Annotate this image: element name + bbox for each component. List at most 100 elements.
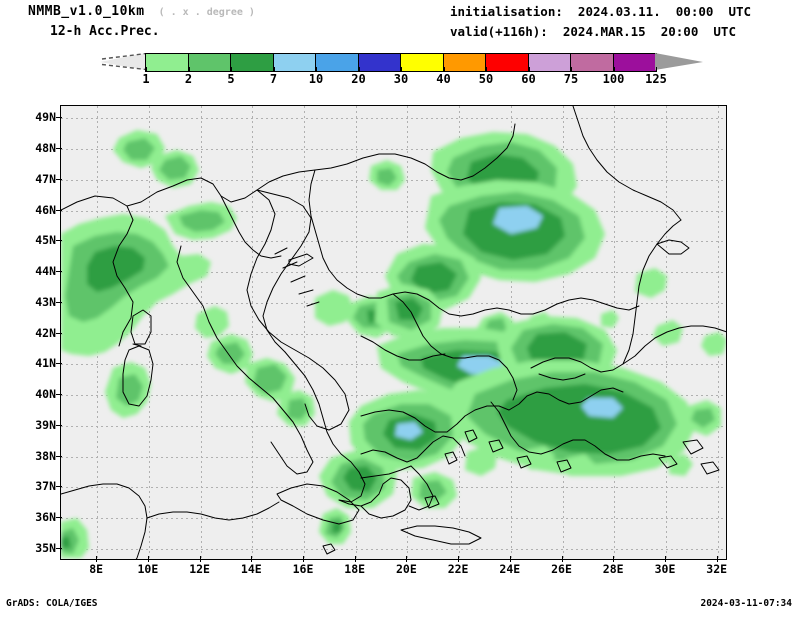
header-right-block: initialisation: 2024.03.11. 00:00 UTC va…: [450, 4, 751, 39]
gridline-lon-10: [148, 106, 150, 559]
colorbar-cell-1: [188, 54, 231, 71]
lon-tick-8E: [96, 556, 98, 562]
lat-tick-43N: [56, 301, 62, 303]
colorbar-tick-60: 60: [521, 72, 536, 86]
colorbar-cell-8: [486, 54, 529, 71]
colorbar-cell-10: [571, 54, 614, 71]
colorbar-tick-2: 2: [184, 72, 193, 86]
lon-label-30E: 30E: [654, 562, 676, 576]
lat-tick-35N: [56, 547, 62, 549]
lat-label-46N: 46N: [35, 202, 56, 217]
initialisation-time: initialisation: 2024.03.11. 00:00 UTC: [450, 4, 752, 19]
lon-label-32E: 32E: [706, 562, 728, 576]
render-timestamp: 2024-03-11-07:34: [700, 598, 792, 609]
lat-tick-36N: [56, 517, 62, 518]
lat-tick-42N: [56, 332, 62, 334]
colorbar-tickmark-10: [316, 67, 317, 71]
map-header: NMMB_v1.0_10km ( . x . degree ) 12-h Acc…: [0, 0, 800, 46]
lon-label-24E: 24E: [499, 562, 521, 576]
colorbar-tick-labels: 1 2 5 7 10 20 30 40 50 60 75 100 125: [0, 67, 800, 86]
lat-label-49N: 49N: [35, 110, 56, 125]
colorbar-tick-100: 100: [602, 72, 625, 86]
latitude-axis: 49N 48N 47N 46N 45N 44N 43N 42N 41N 40N 39N 38N 37N 3…: [0, 105, 62, 560]
colorbar-tickmark-60: [528, 67, 530, 71]
gridline-lat-48: [61, 149, 726, 150]
lat-label-42N: 42N: [35, 325, 56, 340]
model-units-note: ( . x . degree ): [158, 7, 255, 18]
precipitation-map[interactable]: [60, 105, 727, 560]
field-title: 12-h Acc.Prec.: [50, 24, 160, 39]
colorbar-above-max-tail: [655, 53, 703, 70]
model-title: NMMB_v1.0_10km: [28, 4, 145, 19]
lat-tick-49N: [56, 117, 62, 119]
lon-tick-28E: [613, 556, 615, 562]
lon-label-10E: 10E: [137, 562, 159, 576]
lat-tick-48N: [56, 148, 62, 149]
colorbar-cell-6: [401, 54, 444, 71]
lon-tick-18E: [354, 556, 356, 562]
colorbar-tickmark-7: [273, 67, 275, 71]
lon-tick-32E: [716, 556, 718, 562]
lat-label-47N: 47N: [35, 171, 56, 186]
colorbar-tick-20: 20: [351, 72, 366, 86]
colorbar-cell-3: [273, 54, 316, 71]
gridline-lat-35: [61, 548, 726, 550]
gridline-lat-46: [61, 210, 726, 212]
map-footer: GrADS: COLA/IGES 2024-03-11-07:34: [0, 596, 800, 618]
lon-label-22E: 22E: [447, 562, 469, 576]
lat-tick-47N: [56, 178, 62, 180]
gridline-lon-18: [355, 106, 357, 559]
colorbar-tickmark-50: [486, 67, 487, 71]
lat-tick-40N: [56, 394, 62, 395]
colorbar-swatches: [145, 53, 657, 72]
lon-tick-20E: [406, 556, 408, 562]
lon-label-28E: 28E: [602, 562, 624, 576]
longitude-axis: 8E 10E 12E 14E 16E 18E 20E 22E 24E 26E 28E 30E 32E: [60, 556, 728, 580]
lat-label-36N: 36N: [35, 510, 56, 524]
lat-label-44N: 44N: [35, 264, 56, 278]
lat-label-40N: 40N: [35, 387, 56, 401]
colorbar-tickmark-125: [656, 67, 657, 71]
colorbar-tickmark-1: [146, 67, 147, 71]
lon-label-18E: 18E: [344, 562, 366, 576]
colorbar-tickmark-30: [401, 67, 402, 71]
gridline-lat-45: [61, 241, 726, 243]
lat-label-38N: 38N: [35, 448, 56, 463]
colorbar-cell-7: [443, 54, 486, 71]
colorbar-tick-30: 30: [393, 72, 409, 86]
colorbar-cell-9: [528, 54, 571, 71]
lat-label-39N: 39N: [35, 417, 56, 432]
gridline-lat-49: [61, 118, 726, 120]
lat-label-35N: 35N: [35, 540, 56, 555]
gridline-lon-14: [252, 106, 254, 559]
colorbar-cell-2: [231, 54, 274, 71]
colorbar-tickmark-2: [188, 67, 190, 71]
colorbar-tickmark-40: [443, 67, 445, 71]
lat-tick-39N: [56, 424, 62, 426]
lat-tick-44N: [56, 271, 62, 272]
lon-tick-14E: [251, 556, 253, 562]
gridline-lon-16: [304, 106, 305, 559]
lon-tick-22E: [458, 556, 460, 562]
colorbar-tick-7: 7: [269, 72, 278, 86]
gridline-lat-36: [61, 518, 726, 519]
colorbar-cell-0: [146, 54, 189, 71]
lon-tick-26E: [561, 556, 563, 562]
grads-credit: GrADS: COLA/IGES: [6, 598, 98, 609]
lon-tick-24E: [509, 556, 511, 562]
colorbar: 1 2 5 7 10 20 30 40 50 60 75 100 125: [0, 50, 800, 88]
lat-label-37N: 37N: [35, 479, 56, 494]
lat-label-45N: 45N: [35, 233, 56, 248]
header-left-block: NMMB_v1.0_10km ( . x . degree ) 12-h Acc…: [28, 4, 255, 39]
colorbar-tick-5: 5: [227, 72, 235, 86]
colorbar-cell-4: [316, 54, 359, 71]
lat-label-41N: 41N: [35, 356, 56, 371]
lon-label-16E: 16E: [292, 562, 314, 576]
lat-tick-45N: [56, 240, 62, 242]
colorbar-tickmark-100: [613, 67, 615, 71]
lon-label-20E: 20E: [396, 562, 417, 576]
colorbar-tick-10: 10: [308, 72, 324, 86]
lon-label-8E: 8E: [89, 562, 104, 576]
lat-tick-38N: [56, 455, 62, 457]
lon-tick-30E: [665, 556, 666, 562]
